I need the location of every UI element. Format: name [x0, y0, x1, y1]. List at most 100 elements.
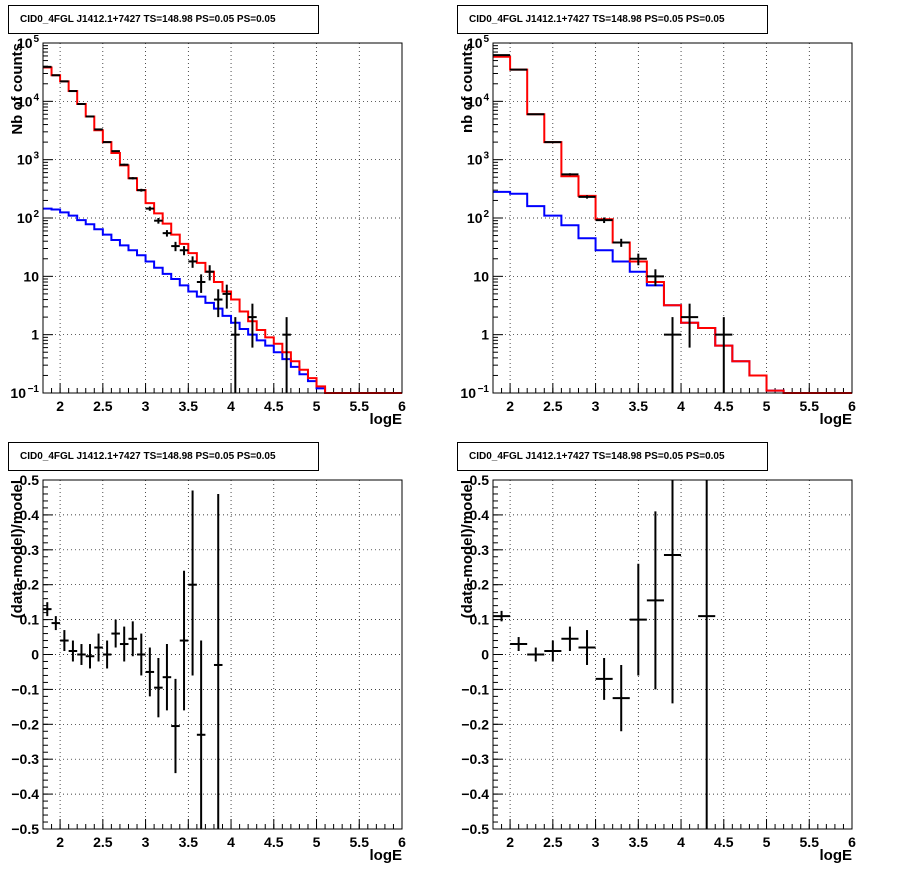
- chart-panel-2: CID0_4FGL J1412.1+7427 TS=148.98 PS=0.05…: [457, 5, 856, 428]
- data-point: [188, 256, 197, 268]
- data-point: [51, 616, 61, 631]
- data-point: [698, 480, 716, 829]
- x-tick-label: 6: [398, 834, 406, 850]
- data-point: [43, 602, 52, 617]
- y-tick-label: 0.3: [470, 542, 490, 558]
- data-point: [77, 103, 86, 106]
- y-tick-label: −0.2: [461, 716, 489, 732]
- x-tick-label: 2.5: [93, 398, 113, 414]
- data-point: [179, 570, 189, 711]
- y-tick-label: 10: [473, 268, 489, 284]
- data-point: [213, 289, 223, 318]
- y-tick-label: 10: [460, 385, 476, 401]
- x-tick-label: 4: [227, 834, 235, 850]
- x-tick-label: 2.5: [93, 834, 113, 850]
- y-tick-label: 0.5: [470, 472, 490, 488]
- y-tick-label: 10: [23, 268, 39, 284]
- data-point: [85, 115, 95, 118]
- chart-title: CID0_4FGL J1412.1+7427 TS=148.98 PS=0.05…: [20, 451, 276, 462]
- data-point: [137, 633, 146, 676]
- y-tick-exponent: 2: [483, 209, 489, 220]
- chart-title-box: [457, 5, 768, 34]
- x-tick-label: 5: [763, 398, 771, 414]
- x-tick-label: 2: [56, 834, 64, 850]
- data-point: [145, 206, 155, 211]
- y-axis-label: nb of counts: [459, 43, 476, 133]
- x-tick-label: 5.5: [800, 834, 820, 850]
- y-tick-label: 0.4: [470, 507, 490, 523]
- y-tick-label: 10: [17, 93, 33, 109]
- x-tick-label: 2: [56, 398, 64, 414]
- x-tick-label: 5.5: [350, 398, 370, 414]
- y-tick-label: −0.4: [461, 786, 489, 802]
- data-point: [128, 177, 138, 180]
- x-tick-label: 2.5: [543, 398, 563, 414]
- plot-frame: [42, 42, 403, 394]
- x-tick-label: 5: [313, 398, 321, 414]
- x-tick-label: 4.5: [714, 834, 734, 850]
- y-tick-label: −0.2: [11, 716, 39, 732]
- data-point: [646, 269, 664, 287]
- y-tick-label: 10: [467, 35, 483, 51]
- data-point: [171, 678, 180, 774]
- x-tick-label: 3.5: [179, 398, 199, 414]
- data-point: [162, 230, 172, 237]
- plot-frame: [492, 479, 853, 830]
- y-tick-label: 0.1: [20, 612, 40, 628]
- data-point: [663, 480, 682, 704]
- data-point: [111, 619, 120, 648]
- y-tick-exponent: 3: [483, 151, 489, 162]
- x-tick-label: 3: [592, 834, 600, 850]
- data-point: [527, 647, 545, 662]
- data-point: [196, 640, 206, 829]
- data-point: [663, 317, 682, 393]
- data-point: [154, 218, 163, 224]
- data-point: [128, 621, 138, 657]
- chart-panel-4: CID0_4FGL J1412.1+7427 TS=148.98 PS=0.05…: [457, 442, 856, 864]
- data-point: [681, 303, 699, 348]
- y-tick-exponent: −1: [478, 384, 490, 395]
- data-point: [561, 626, 579, 652]
- data-point: [60, 630, 69, 652]
- plot-frame: [492, 42, 853, 394]
- data-point: [188, 490, 197, 676]
- x-tick-label: 3: [142, 834, 150, 850]
- y-tick-label: 0.1: [470, 612, 490, 628]
- data-point: [94, 128, 103, 131]
- x-tick-label: 4: [227, 398, 235, 414]
- x-axis-label: logE: [370, 411, 403, 428]
- x-axis-label: logE: [370, 847, 403, 864]
- x-tick-label: 6: [848, 834, 856, 850]
- data-point: [561, 173, 579, 176]
- y-tick-label: 0.2: [470, 577, 490, 593]
- y-tick-label: 0.2: [20, 577, 40, 593]
- x-axis-label: logE: [820, 847, 853, 864]
- data-point: [111, 150, 120, 153]
- y-tick-label: 10: [17, 210, 33, 226]
- x-tick-label: 3: [142, 398, 150, 414]
- x-tick-label: 6: [398, 398, 406, 414]
- data-point: [162, 644, 172, 711]
- data-point: [171, 241, 180, 252]
- data-point: [612, 238, 630, 247]
- data-point: [646, 511, 664, 690]
- y-tick-exponent: 2: [33, 209, 39, 220]
- data-point: [213, 493, 223, 829]
- y-tick-label: 1: [481, 327, 489, 343]
- y-tick-label: −0.5: [461, 821, 489, 837]
- chart-title: CID0_4FGL J1412.1+7427 TS=148.98 PS=0.05…: [469, 451, 725, 462]
- data-point: [248, 303, 257, 348]
- data-point: [119, 163, 129, 166]
- data-point: [154, 657, 163, 718]
- chart-title-box: [8, 442, 319, 471]
- x-tick-label: 3.5: [179, 834, 199, 850]
- data-point: [595, 657, 613, 700]
- data-point: [544, 640, 562, 662]
- plot-area: [43, 480, 402, 829]
- x-tick-label: 5.5: [800, 398, 820, 414]
- x-tick-label: 4.5: [714, 398, 734, 414]
- y-tick-exponent: 5: [33, 34, 39, 45]
- chart-title-box: [457, 442, 768, 471]
- y-tick-label: 0.5: [20, 472, 40, 488]
- y-tick-exponent: 4: [33, 92, 39, 103]
